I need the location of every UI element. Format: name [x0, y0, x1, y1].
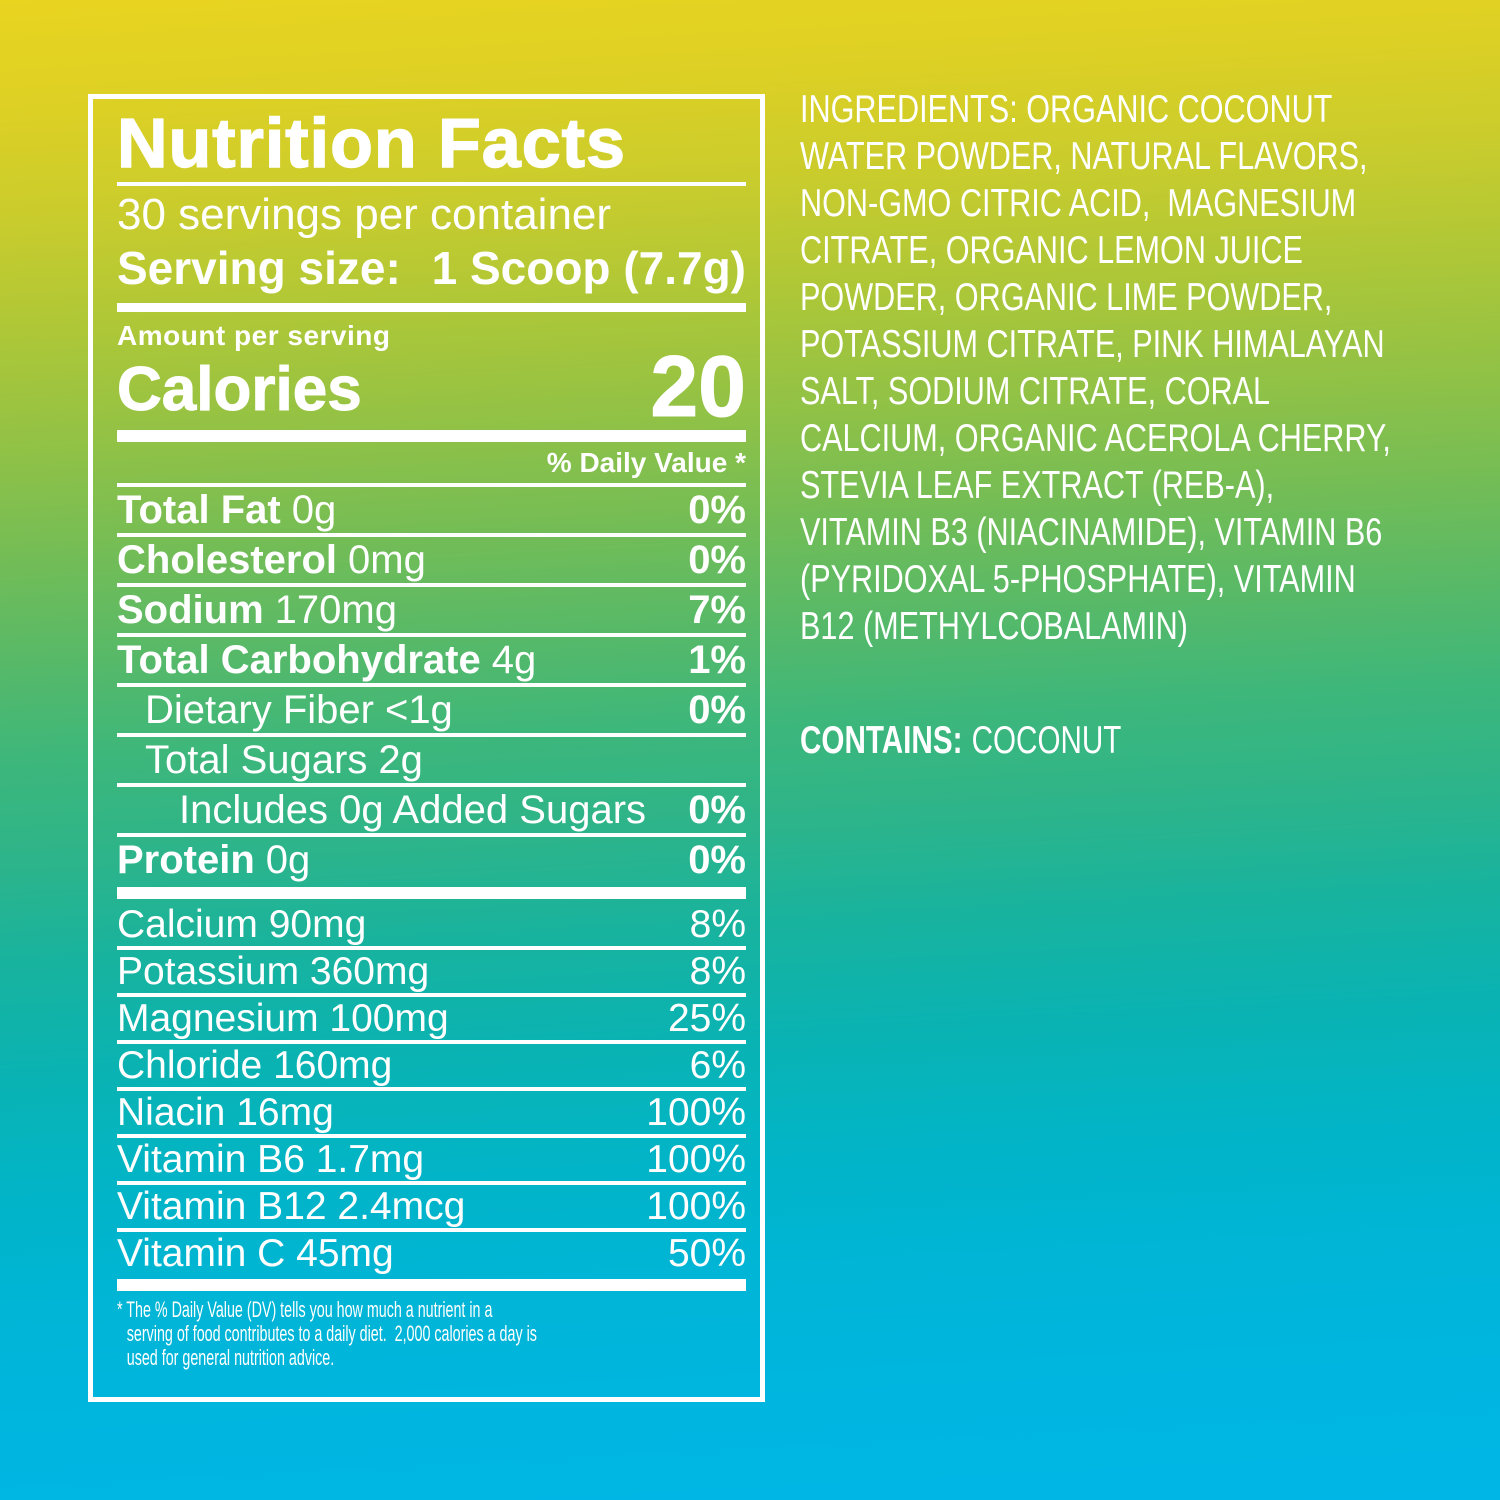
nutrient-name: Magnesium 100mg — [117, 997, 449, 1040]
divider — [117, 1181, 746, 1185]
micronutrient-row: Magnesium 100mg 25% — [117, 997, 746, 1040]
nutrient-dv: 7% — [688, 588, 746, 632]
nutrient-row: Protein 0g 0% — [117, 837, 746, 883]
nutrient-row: Sodium 170mg 7% — [117, 587, 746, 633]
nutrient-row: Total Sugars 2g — [117, 737, 746, 783]
nutrient-name: Total Fat — [117, 488, 281, 532]
nutrient-dv: 0% — [688, 688, 746, 732]
calories-value: 20 — [650, 339, 747, 435]
serving-size-label: Serving size: — [117, 242, 401, 294]
nutrient-name: Total Carbohydrate — [117, 638, 481, 682]
nutrient-name: Vitamin C 45mg — [117, 1232, 394, 1275]
micronutrient-row: Potassium 360mg 8% — [117, 950, 746, 993]
nutrient-dv: 0% — [688, 488, 746, 532]
calories-label: Calories — [117, 355, 363, 424]
micronutrient-row: Calcium 90mg 8% — [117, 903, 746, 946]
nutrient-amount: 2g — [378, 738, 423, 782]
micronutrient-row: Vitamin B12 2.4mcg 100% — [117, 1185, 746, 1228]
micronutrient-row: Chloride 160mg 6% — [117, 1044, 746, 1087]
divider — [117, 1228, 746, 1232]
micronutrient-row: Vitamin C 45mg 50% — [117, 1232, 746, 1275]
nutrient-amount: 4g — [491, 638, 537, 682]
nutrient-name: Niacin 16mg — [117, 1091, 334, 1134]
nutrient-dv: 6% — [689, 1044, 746, 1087]
daily-value-header: % Daily Value * — [546, 447, 746, 478]
divider — [117, 633, 746, 637]
nutrient-dv: 100% — [646, 1185, 746, 1228]
divider — [117, 733, 746, 737]
nutrient-dv: 1% — [688, 638, 746, 682]
divider — [117, 1279, 746, 1291]
serving-size-row: Serving size: 1 Scoop (7.7g) — [117, 243, 746, 293]
divider — [117, 182, 746, 186]
nutrient-name: Sodium — [117, 588, 264, 632]
nutrient-name: Vitamin B6 1.7mg — [117, 1138, 425, 1181]
nutrient-name: Dietary Fiber — [145, 688, 374, 732]
nutrient-dv: 25% — [667, 997, 746, 1040]
divider — [117, 783, 746, 787]
micronutrient-row: Vitamin B6 1.7mg 100% — [117, 1138, 746, 1181]
nutrient-dv: 0% — [688, 538, 746, 582]
divider — [117, 583, 746, 587]
nutrient-row: Includes 0g Added Sugars 0% — [117, 787, 746, 833]
divider — [117, 946, 746, 950]
nutrition-facts-panel: Nutrition Facts 30 servings per containe… — [88, 94, 765, 1402]
nutrient-row: Cholesterol 0mg 0% — [117, 537, 746, 583]
nutrient-amount: 0g — [265, 838, 311, 882]
micronutrient-row: Niacin 16mg 100% — [117, 1091, 746, 1134]
daily-value-footnote: * The % Daily Value (DV) tells you how m… — [117, 1297, 537, 1370]
calories-row: Calories 20 — [117, 339, 747, 435]
divider — [117, 1040, 746, 1044]
nutrient-name: Includes 0g Added Sugars — [179, 788, 647, 832]
nutrient-dv: 50% — [667, 1232, 746, 1275]
nutrient-row: Total Carbohydrate 4g 1% — [117, 637, 746, 683]
nutrient-name: Protein — [117, 838, 255, 882]
serving-size-value: 1 Scoop (7.7g) — [431, 242, 746, 294]
nutrient-name: Potassium 360mg — [117, 950, 430, 993]
servings-per-container: 30 servings per container — [117, 190, 612, 239]
divider — [117, 1134, 746, 1138]
divider — [117, 993, 746, 997]
ingredients-list: INGREDIENTS: ORGANIC COCONUT WATER POWDE… — [800, 88, 1391, 648]
allergen-statement: CONTAINS: COCONUT — [800, 718, 1332, 764]
contains-value: COCONUT — [971, 719, 1122, 762]
nutrient-dv: 8% — [689, 903, 746, 946]
nutrient-amount: 0g — [291, 488, 337, 532]
divider — [117, 887, 746, 899]
nutrient-name: Vitamin B12 2.4mcg — [117, 1185, 466, 1228]
nutrient-dv: 0% — [688, 838, 746, 882]
nutrient-dv: 100% — [646, 1091, 746, 1134]
amount-per-serving-label: Amount per serving — [117, 320, 391, 351]
nutrient-row: Total Fat 0g 0% — [117, 487, 746, 533]
divider — [117, 1087, 746, 1091]
nutrition-facts-title: Nutrition Facts — [116, 104, 626, 182]
divider — [117, 833, 746, 837]
nutrient-dv: 100% — [646, 1138, 746, 1181]
nutrient-dv: 8% — [689, 950, 746, 993]
nutrient-dv: 0% — [688, 788, 746, 832]
nutrient-amount: 170mg — [274, 588, 397, 632]
nutrient-row: Dietary Fiber <1g 0% — [117, 687, 746, 733]
divider — [117, 483, 746, 487]
divider — [117, 303, 746, 312]
nutrient-name: Calcium 90mg — [117, 903, 367, 946]
nutrient-amount: 0mg — [348, 538, 426, 582]
nutrient-name: Total Sugars — [145, 738, 368, 782]
divider — [117, 430, 746, 442]
nutrient-name: Cholesterol — [117, 538, 338, 582]
nutrient-amount: <1g — [384, 688, 453, 732]
divider — [117, 533, 746, 537]
divider — [117, 683, 746, 687]
contains-label: CONTAINS: — [800, 719, 963, 762]
nutrient-name: Chloride 160mg — [117, 1044, 393, 1087]
